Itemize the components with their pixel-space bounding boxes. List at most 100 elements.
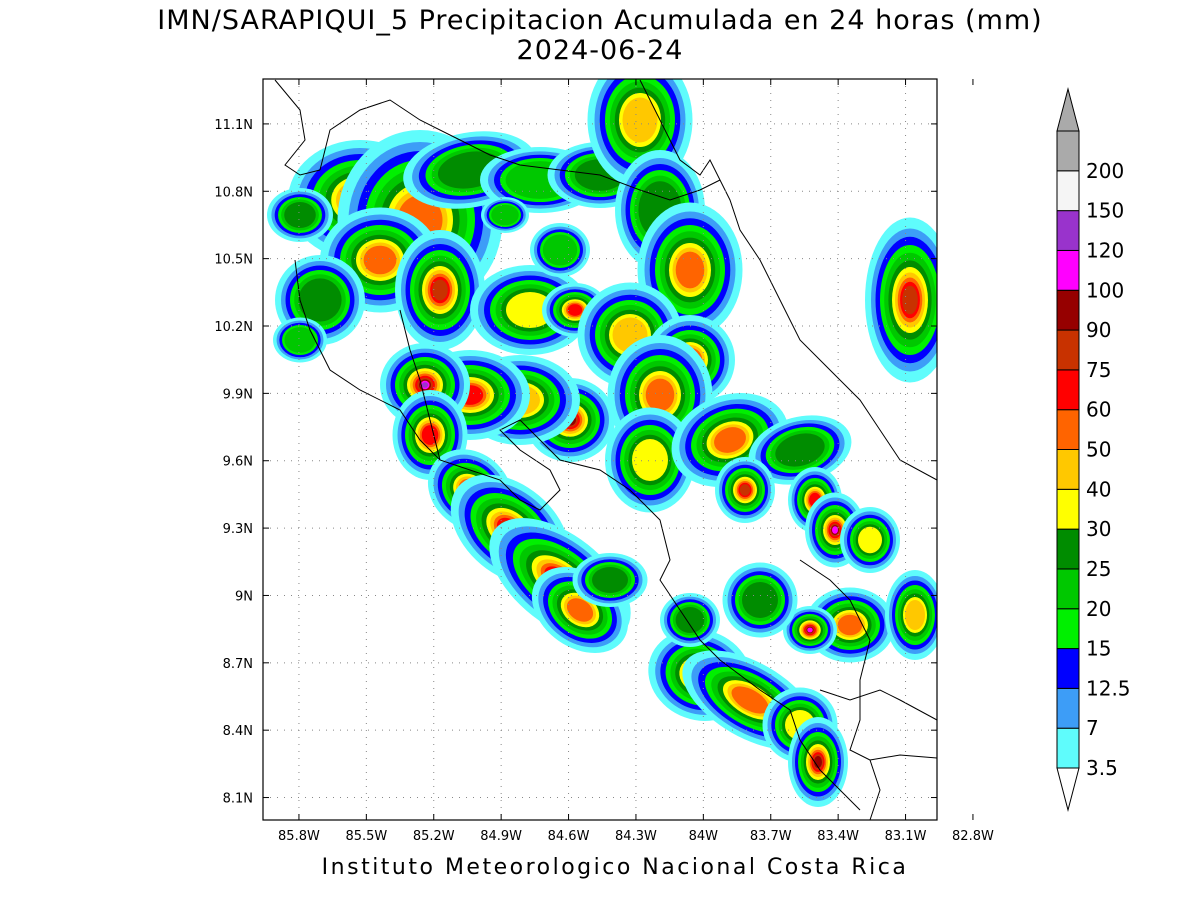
lon-tick-label: 83.4W (817, 829, 859, 844)
colorbar-level-label: 25 (1086, 557, 1111, 581)
lon-tick-label: 84.6W (548, 829, 590, 844)
colorbar-level-label: 40 (1086, 477, 1111, 501)
rain-cell (783, 606, 837, 654)
lon-tick-label: 83.1W (885, 829, 927, 844)
rain-cell (273, 317, 327, 363)
credit-text: Instituto Meteorologico Nacional Costa R… (321, 855, 909, 880)
colorbar-swatch (1056, 488, 1080, 530)
precip-contour-band (902, 285, 918, 315)
precip-contour-band (491, 204, 519, 226)
colorbar-swatch (1056, 528, 1080, 570)
colorbar-swatch (1056, 568, 1080, 610)
precip-contour-band (421, 425, 439, 445)
lon-tick-label: 83.7W (750, 829, 792, 844)
precip-contour-band (567, 304, 583, 316)
colorbar-swatch (1056, 289, 1080, 331)
lat-tick-label: 11.1N (214, 118, 253, 133)
precip-contour-band (858, 526, 882, 554)
colorbar-swatch (1056, 687, 1080, 729)
rain-cell (748, 415, 852, 485)
lon-tick-label: 85.8W (278, 829, 320, 844)
colorbar-swatch (1056, 210, 1080, 251)
rain-cell (660, 593, 720, 647)
colorbar-over-triangle (1056, 87, 1080, 132)
map-date: 2024-06-24 (516, 35, 684, 66)
coastline-borders (274, 79, 937, 820)
precip-contour-band (837, 614, 863, 636)
lat-tick-label: 10.2N (214, 320, 253, 335)
map-axes: 85.8W 85.5W 85.2W 84.9W 84.6W 84.3W 84W 83.7W 83… (214, 79, 994, 844)
colorbar-level-label: 150 (1086, 199, 1124, 223)
colorbar-level-label: 75 (1086, 358, 1111, 382)
coastline (319, 99, 721, 201)
plot-frame (262, 78, 938, 821)
precip-contour-band (506, 292, 554, 328)
coastline (399, 309, 441, 461)
lat-tick-label: 8.4N (223, 724, 253, 739)
colorbar-level-label: 15 (1086, 637, 1111, 661)
colorbar-level-label: 100 (1086, 278, 1124, 302)
colorbar-swatch (1056, 727, 1080, 769)
colorbar-swatch (1056, 249, 1080, 291)
colorbar-swatch (1056, 648, 1080, 689)
precip-contour-band (284, 327, 316, 353)
map-title: IMN/SARAPIQUI_5 Precipitacion Acumulada … (157, 5, 1043, 36)
precip-contour-band (675, 251, 705, 289)
coastline (819, 689, 937, 721)
precip-contour-band (592, 567, 628, 593)
rain-cell (671, 392, 789, 488)
colorbar-level-label: 200 (1086, 159, 1124, 183)
colorbar-level-label: 20 (1086, 597, 1111, 621)
coastline (294, 259, 861, 811)
lat-tick-label: 9.6N (223, 455, 253, 470)
precip-contour-band (363, 245, 397, 275)
precip-contour-band (284, 202, 316, 228)
lat-tick-label: 8.1N (223, 792, 253, 807)
rain-cell (722, 562, 798, 638)
rain-cell (605, 407, 695, 513)
rain-cell (885, 570, 937, 660)
precip-contour-band (731, 686, 769, 714)
precip-contour-band (542, 234, 578, 266)
plot-area (262, 78, 938, 821)
colorbar-swatch (1056, 608, 1080, 650)
lat-tick-label: 9.3N (223, 522, 253, 537)
lon-tick-label: 84.3W (615, 829, 657, 844)
lon-tick-label: 85.5W (345, 829, 387, 844)
lat-tick-label: 9N (235, 589, 253, 604)
precip-contour-band (432, 279, 448, 301)
colorbar-swatch (1056, 329, 1080, 371)
colorbar-level-label: 7 (1086, 716, 1099, 740)
precip-contour-band (645, 378, 675, 412)
rain-cell (267, 188, 333, 242)
lat-tick-label: 10.5N (214, 253, 253, 268)
coastline (869, 754, 937, 761)
lat-tick-label: 8.7N (223, 657, 253, 672)
rain-cell (530, 223, 590, 277)
precip-contour-band (775, 433, 825, 467)
colorbar-level-label: 3.5 (1086, 756, 1118, 780)
precip-contour-band (814, 756, 822, 768)
colorbar-level-label: 90 (1086, 318, 1111, 342)
lon-tick-label: 84.9W (480, 829, 522, 844)
colorbar-level-label: 50 (1086, 438, 1111, 462)
colorbar-swatch (1056, 409, 1080, 451)
coastline (639, 79, 937, 481)
colorbar-level-label: 12.5 (1086, 676, 1131, 700)
rain-cell (715, 457, 775, 523)
precip-contour-band (622, 97, 658, 143)
coastline (274, 79, 321, 176)
rain-cell (572, 553, 648, 607)
graticule (263, 79, 937, 820)
precip-contour-band (298, 278, 342, 322)
precip-contour-band (807, 627, 813, 633)
colorbar-level-label: 30 (1086, 517, 1111, 541)
colorbar-swatch (1056, 449, 1080, 490)
precip-contour-band (832, 526, 838, 534)
rain-cell (587, 79, 693, 188)
rain-cell (865, 217, 937, 383)
colorbar-under-triangle (1056, 767, 1080, 812)
rain-cell (275, 255, 365, 345)
colorbar-swatch (1056, 170, 1080, 212)
